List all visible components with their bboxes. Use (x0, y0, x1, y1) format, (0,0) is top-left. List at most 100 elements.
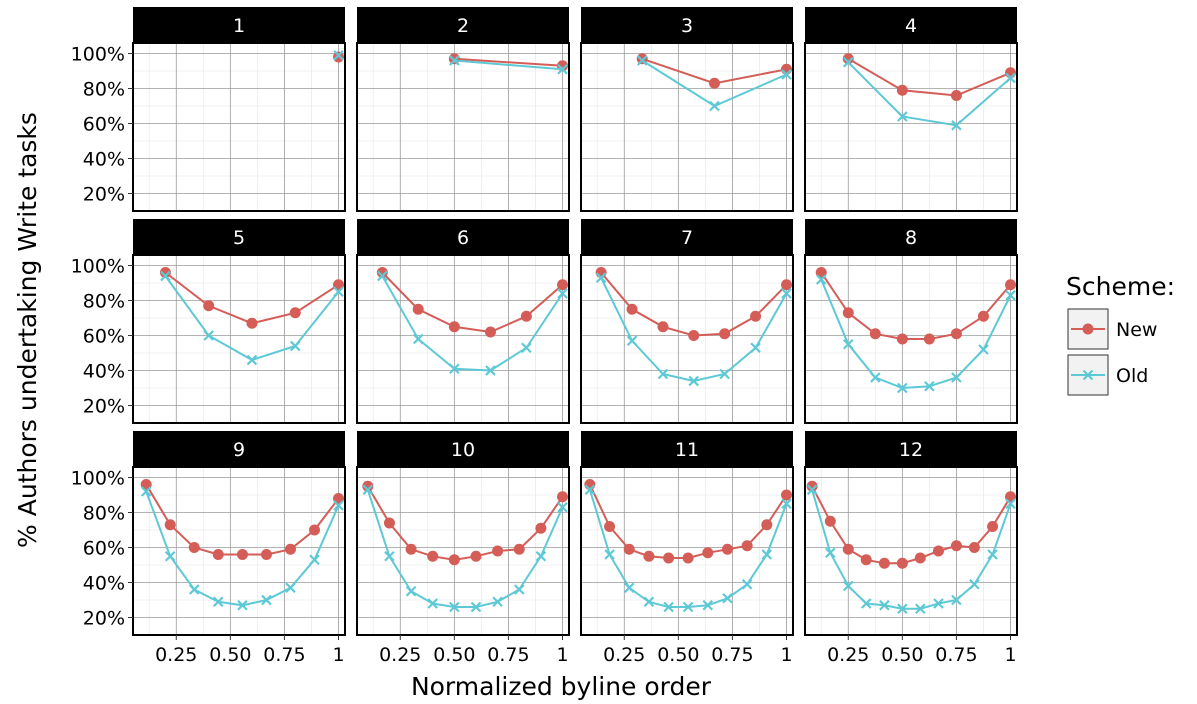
panel-grid (357, 255, 569, 423)
x-tick-label: 0.50 (433, 644, 475, 666)
x-tick-label: 0.25 (603, 644, 645, 666)
x-tick-label: 0.50 (881, 644, 923, 666)
panel-background (805, 43, 1017, 211)
y-tick-label: 80% (83, 503, 125, 525)
data-point-old (309, 554, 320, 566)
y-tick-label: 40% (83, 361, 125, 383)
y-tick-label: 60% (83, 114, 125, 136)
data-point-old (897, 603, 908, 615)
data-point-new (203, 300, 215, 312)
facet-panel-3: 3 (580, 7, 794, 212)
data-point-new (470, 550, 482, 562)
data-point-old (897, 382, 908, 394)
data-point-old (951, 594, 962, 606)
data-point-old (806, 484, 818, 496)
data-point-old (160, 270, 171, 282)
data-point-old (289, 340, 301, 352)
facet-strip-label: 5 (233, 227, 245, 249)
facet-panel-4: 4 (804, 7, 1018, 212)
data-point-new (842, 53, 854, 65)
data-point-new (663, 552, 675, 564)
facet-strip (357, 431, 569, 467)
data-point-old (595, 272, 607, 284)
y-tick-label: 20% (83, 396, 125, 418)
data-point-new (557, 491, 569, 503)
data-point-old (237, 599, 248, 611)
data-point-new (950, 90, 962, 101)
data-point-old (722, 592, 733, 604)
data-point-old (626, 335, 638, 347)
data-point-old (879, 599, 890, 611)
data-point-new (236, 549, 248, 560)
panel-border (580, 42, 794, 212)
facet-strip (133, 219, 345, 255)
data-point-new (212, 549, 224, 560)
panel-grid (357, 467, 569, 635)
series-line-old (454, 59, 563, 71)
data-point-old (623, 582, 635, 594)
x-axis-title: Normalized byline order (411, 672, 712, 701)
data-point-new (383, 517, 395, 529)
data-point-new (869, 328, 881, 340)
x-tick-label: 0.75 (711, 644, 753, 666)
x-tick-label: 0.75 (487, 644, 529, 666)
data-point-new (520, 310, 532, 322)
legend-marker-x (1082, 369, 1094, 381)
x-tick-label: 0.50 (209, 644, 251, 666)
series-old (815, 274, 1016, 394)
y-tick-label: 60% (83, 326, 125, 348)
panel-background (581, 43, 793, 211)
data-point-new (308, 524, 320, 536)
data-point-old (978, 344, 989, 355)
series-line-old (847, 61, 1012, 127)
facet-panel-9: 9 (132, 431, 346, 636)
y-tick-label: 80% (83, 79, 125, 101)
y-tick-label: 100% (71, 256, 125, 278)
data-point-old (449, 601, 460, 613)
data-point-new (535, 522, 547, 534)
data-point-new (708, 77, 720, 89)
data-point-new (448, 321, 460, 333)
data-point-old (915, 603, 926, 615)
data-point-old (513, 584, 525, 595)
data-point-new (657, 321, 669, 333)
data-point-new (950, 540, 962, 552)
panel-grid (357, 43, 569, 211)
data-point-old (842, 56, 854, 68)
panel-grid (133, 43, 345, 211)
facet-panels: 1 2 3 45 6 7 89 10 11 12 (132, 7, 1018, 636)
data-point-new (932, 545, 944, 557)
data-point-old (719, 368, 730, 380)
data-point-old (663, 601, 674, 613)
series-line-new (381, 271, 564, 334)
data-point-new (761, 519, 773, 531)
facet-strip (581, 7, 793, 43)
x-tick-label: 0.25 (379, 644, 421, 666)
data-point-old (557, 63, 568, 75)
series-old (377, 270, 568, 376)
data-point-new (1005, 279, 1017, 291)
data-point-old (657, 368, 669, 380)
data-point-old (951, 119, 962, 131)
data-point-old (212, 596, 224, 608)
data-point-old (449, 363, 460, 375)
panel-background (133, 255, 345, 423)
data-point-new (362, 480, 374, 492)
facet-panel-8: 8 (804, 219, 1018, 424)
x-tick-label: 1 (556, 644, 568, 666)
data-point-new (702, 547, 714, 559)
panel-border (804, 466, 1018, 636)
legend-label: New (1116, 319, 1157, 341)
data-point-new (626, 303, 638, 315)
series-new (584, 479, 793, 564)
data-point-old (636, 55, 648, 66)
data-point-new (842, 543, 854, 555)
series-old (362, 484, 568, 613)
series-line-new (847, 57, 1011, 97)
data-point-old (203, 330, 214, 341)
facet-strip (357, 7, 569, 43)
y-tick-label: 20% (83, 608, 125, 630)
facet-strip (805, 219, 1017, 255)
data-point-old (485, 365, 496, 376)
data-point-old (604, 549, 615, 560)
